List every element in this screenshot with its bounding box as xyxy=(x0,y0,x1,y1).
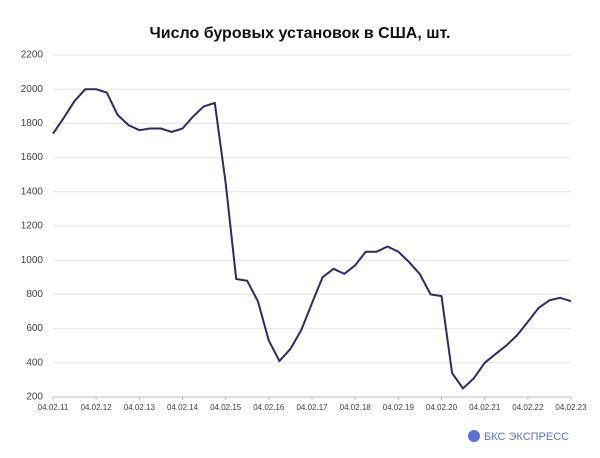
y-tick-label: 600 xyxy=(26,323,43,334)
y-tick-label: 400 xyxy=(26,357,43,368)
x-tick-label: 04.02.17 xyxy=(296,403,328,412)
y-tick-label: 800 xyxy=(26,289,43,300)
y-tick-label: 2000 xyxy=(21,84,44,95)
y-tick-label: 1600 xyxy=(21,152,44,163)
x-tick-label: 04.02.22 xyxy=(512,403,544,412)
x-tick-label: 04.02.14 xyxy=(167,403,199,412)
x-tick-label: 04.02.13 xyxy=(124,403,156,412)
chart-title: Число буровых установок в США, шт. xyxy=(150,25,451,42)
series-line xyxy=(52,88,572,390)
y-tick-label: 1000 xyxy=(21,255,44,266)
x-tick-label: 04.02.11 xyxy=(38,403,69,412)
x-tick-label: 04.02.19 xyxy=(383,403,415,412)
brand: БКС ЭКСПРЕСС xyxy=(484,431,569,443)
brand-logo xyxy=(468,430,480,442)
x-tick-label: 04.02.23 xyxy=(555,403,587,412)
x-tick-label: 04.02.21 xyxy=(469,403,501,412)
y-tick-label: 1800 xyxy=(21,118,44,129)
y-tick-label: 2200 xyxy=(21,50,44,61)
x-tick-label: 04.02.12 xyxy=(81,403,113,412)
y-tick-label: 1200 xyxy=(21,221,44,232)
x-tick-label: 04.02.15 xyxy=(210,403,242,412)
y-tick-label: 1400 xyxy=(21,186,44,197)
x-tick-label: 04.02.18 xyxy=(340,403,372,412)
x-tick-label: 04.02.16 xyxy=(253,403,285,412)
x-tick-label: 04.02.20 xyxy=(426,403,458,412)
y-tick-label: 200 xyxy=(26,392,43,403)
